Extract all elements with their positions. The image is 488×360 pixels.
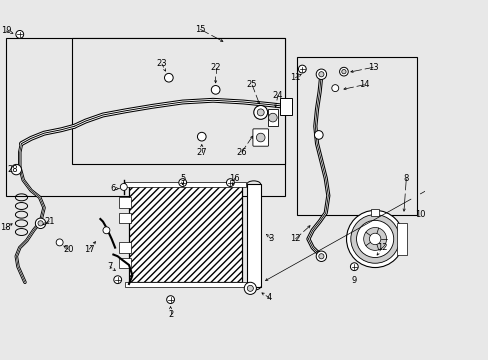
Bar: [118, 258, 130, 269]
Circle shape: [226, 179, 234, 186]
Text: 6: 6: [110, 184, 116, 193]
Text: 11: 11: [289, 73, 300, 82]
Text: 2: 2: [167, 310, 173, 319]
Circle shape: [316, 251, 326, 261]
Bar: [267, 109, 278, 126]
Circle shape: [253, 105, 267, 119]
Circle shape: [268, 113, 277, 122]
Circle shape: [350, 263, 358, 271]
Circle shape: [356, 220, 393, 257]
Bar: [246, 184, 260, 287]
Circle shape: [318, 254, 324, 259]
Circle shape: [11, 165, 21, 175]
Circle shape: [331, 85, 338, 91]
Bar: [124, 182, 245, 187]
Circle shape: [363, 228, 386, 250]
Circle shape: [350, 215, 399, 263]
Text: 12: 12: [289, 234, 300, 243]
Text: 5: 5: [180, 174, 185, 183]
Text: 23: 23: [156, 59, 167, 68]
Bar: [297, 57, 416, 215]
Text: 12: 12: [376, 243, 386, 252]
Circle shape: [257, 109, 264, 116]
Bar: [72, 38, 285, 165]
Bar: [129, 184, 241, 282]
Text: 25: 25: [246, 80, 257, 89]
Bar: [370, 209, 379, 216]
Bar: [124, 282, 245, 288]
Circle shape: [114, 276, 122, 284]
Circle shape: [38, 221, 43, 226]
Circle shape: [244, 282, 256, 294]
Text: 4: 4: [266, 293, 271, 302]
Bar: [118, 213, 130, 223]
Bar: [118, 197, 130, 208]
Text: 28: 28: [7, 165, 18, 174]
Text: 3: 3: [268, 234, 273, 243]
Text: 9: 9: [351, 276, 356, 285]
Circle shape: [211, 86, 220, 94]
Text: 18: 18: [0, 223, 11, 232]
Circle shape: [247, 285, 253, 291]
Text: 26: 26: [236, 148, 246, 157]
Circle shape: [339, 67, 347, 76]
Text: 22: 22: [210, 63, 221, 72]
Text: 16: 16: [229, 174, 240, 183]
Circle shape: [197, 132, 205, 141]
Text: 15: 15: [194, 25, 205, 34]
Text: 17: 17: [83, 245, 94, 254]
Circle shape: [179, 179, 186, 186]
Circle shape: [368, 233, 380, 245]
Text: 19: 19: [0, 26, 11, 35]
Circle shape: [314, 131, 323, 139]
Circle shape: [35, 218, 46, 229]
Circle shape: [346, 210, 403, 267]
Circle shape: [316, 69, 326, 80]
Circle shape: [103, 227, 110, 234]
Text: 10: 10: [414, 210, 425, 219]
Bar: [118, 242, 130, 253]
Circle shape: [56, 239, 63, 246]
Bar: [6, 38, 285, 195]
Circle shape: [318, 72, 324, 77]
Circle shape: [164, 73, 173, 82]
Bar: [396, 223, 406, 255]
Bar: [279, 98, 291, 115]
Text: 7: 7: [107, 262, 112, 271]
Text: 21: 21: [44, 217, 54, 226]
Circle shape: [298, 65, 305, 73]
Text: 8: 8: [403, 174, 408, 183]
Text: 14: 14: [359, 80, 369, 89]
Text: 13: 13: [367, 63, 378, 72]
Circle shape: [256, 133, 264, 142]
Text: 24: 24: [272, 91, 283, 100]
Circle shape: [341, 69, 346, 74]
Bar: [129, 184, 241, 282]
Circle shape: [166, 296, 174, 303]
Text: 27: 27: [196, 148, 207, 157]
Circle shape: [120, 184, 127, 190]
FancyBboxPatch shape: [252, 129, 268, 146]
Text: 20: 20: [63, 245, 73, 254]
Circle shape: [16, 31, 23, 38]
